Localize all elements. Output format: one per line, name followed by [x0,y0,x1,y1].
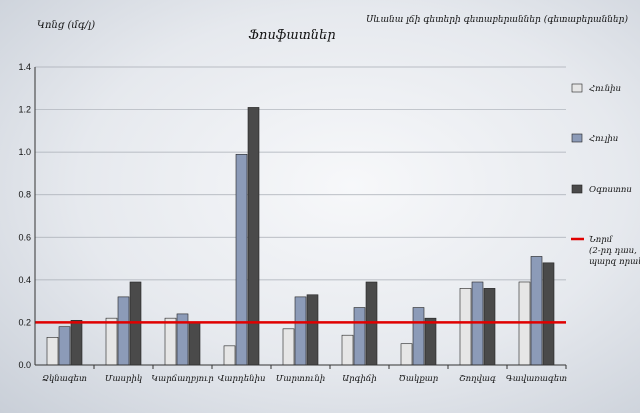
y-tick-label: 1.0 [18,147,31,157]
bar [341,334,354,366]
y-tick-label: 0.0 [18,360,31,370]
y-axis-label: Կոնց (մգ/լ) [37,20,95,31]
legend-swatch [571,83,583,93]
bar [188,322,201,366]
y-tick-label: 1.4 [18,62,31,72]
bar [235,153,248,366]
chart-title: Ֆոսֆատներ [248,28,335,43]
legend-swatch [571,184,583,194]
bar [223,345,236,366]
bar [400,343,413,366]
bar [530,256,543,366]
chart-subtitle: Սևանա լճի գետերի գետաբերաններ (գետաբերան… [366,14,628,25]
legend-swatch [571,133,583,143]
bar [164,317,177,366]
x-tick-label: Մասրիկ [105,374,142,384]
bar [282,328,295,366]
legend-label: Օգոստոս [589,185,632,195]
y-tick-label: 1.2 [18,105,31,115]
bar [483,288,496,366]
y-tick-label: 0.6 [18,232,31,242]
x-tick-label: Կարճաղբյուր [151,374,214,384]
y-tick-label: 0.4 [18,275,31,285]
bar [542,262,555,366]
x-tick-label: Շողվագ [459,374,496,384]
bars [35,107,566,366]
bar [353,307,366,366]
legend-label: Հուլիս [589,134,618,144]
bar [58,326,71,366]
bar [412,307,425,366]
y-tick-label: 0.2 [18,317,31,327]
bar [294,296,307,366]
bar [70,319,83,366]
bar [46,337,59,366]
bar [459,288,472,366]
bar [105,317,118,366]
legend: Հունիս Հուլիս Օգոստոս Նորմ (2-րդ դաս, պարզ որ… [571,83,640,267]
x-tick-label: Արգիճի [342,374,377,384]
x-tick-label: Ծակքար [399,374,439,384]
axes: 0.0 0.2 0.4 0.6 0.8 1.0 1.2 1.4 Ձկնագետ Մասրիկ Կար… [18,62,567,384]
bar [247,107,260,366]
bar [306,294,319,366]
x-tick-label: Մարտունի [276,374,326,384]
y-tick-label: 0.8 [18,190,31,200]
bar [117,296,130,366]
x-tick-label: Վարդենիս [218,374,266,384]
x-tick-label: Ձկնագետ [42,374,87,384]
x-tick-label: Գավառագետ [506,374,567,384]
legend-label: Հունիս [589,84,621,94]
bar [424,317,437,366]
legend-label: Նորմ(2-րդ դաս,պարզ որակ) [589,234,640,267]
